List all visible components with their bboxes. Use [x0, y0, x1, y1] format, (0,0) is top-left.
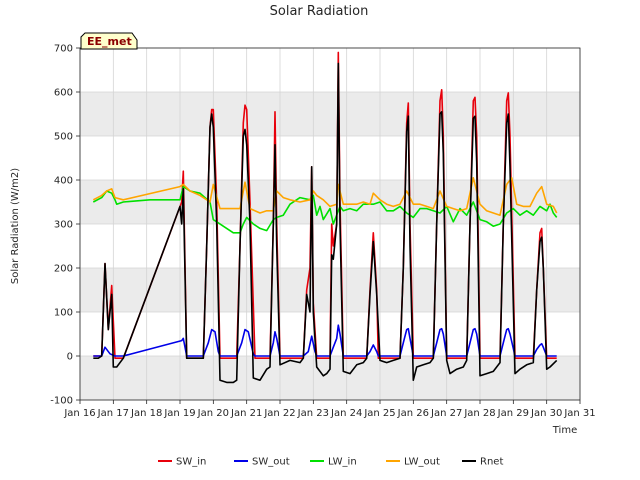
x-tick-label: Jan 16 — [63, 408, 95, 419]
legend-label-lw_in: LW_in — [328, 457, 357, 468]
y-tick-label: 400 — [54, 176, 73, 187]
legend-label-sw_in: SW_in — [176, 457, 206, 468]
y-tick-label: 700 — [54, 44, 73, 55]
y-tick-label: 600 — [54, 88, 73, 99]
x-tick-label: Jan 17 — [97, 408, 129, 419]
y-axis-label: Solar Radiation (W/m2) — [10, 168, 21, 284]
x-tick-label: Jan 20 — [197, 408, 229, 419]
badge-box — [80, 32, 138, 50]
y-tick-label: 0 — [67, 352, 73, 363]
station-badge: EE_met — [80, 32, 138, 50]
plot-band — [80, 180, 580, 224]
series-layer — [92, 51, 558, 384]
legend-label-rnet: Rnet — [480, 457, 503, 468]
series-line-rnet — [93, 62, 558, 384]
legend: SW_in SW_out LW_in LW_out Rnet — [158, 457, 503, 468]
legend-label-sw_out: SW_out — [252, 457, 290, 468]
plot-band — [80, 92, 580, 136]
chart-title: Solar Radiation — [270, 4, 369, 19]
x-tick-label: Jan 29 — [497, 408, 529, 419]
x-tick-label: Jan 28 — [463, 408, 495, 419]
x-tick-label: Jan 31 — [563, 408, 595, 419]
legend-label-lw_out: LW_out — [404, 457, 440, 468]
x-tick-label: Jan 23 — [297, 408, 329, 419]
x-tick-label: Jan 24 — [330, 408, 362, 419]
badge-label: EE_met — [87, 35, 132, 48]
x-axis-label: Time — [552, 425, 577, 436]
series-line-lw_out — [92, 177, 558, 216]
plot-frame — [79, 47, 581, 401]
y-tick-label: 200 — [54, 264, 73, 275]
x-tick-label: Jan 22 — [263, 408, 295, 419]
y-tick-label: 500 — [54, 132, 73, 143]
x-tick-label: Jan 25 — [363, 408, 395, 419]
x-tick-label: Jan 30 — [530, 408, 562, 419]
x-tick-label: Jan 27 — [430, 408, 462, 419]
x-tick-label: Jan 26 — [397, 408, 429, 419]
x-tick-label: Jan 21 — [230, 408, 262, 419]
x-tick-label: Jan 19 — [163, 408, 195, 419]
y-tick-label: 100 — [54, 308, 73, 319]
x-tick-label: Jan 18 — [130, 408, 162, 419]
y-tick-label: -100 — [50, 396, 73, 407]
y-tick-label: 300 — [54, 220, 73, 231]
